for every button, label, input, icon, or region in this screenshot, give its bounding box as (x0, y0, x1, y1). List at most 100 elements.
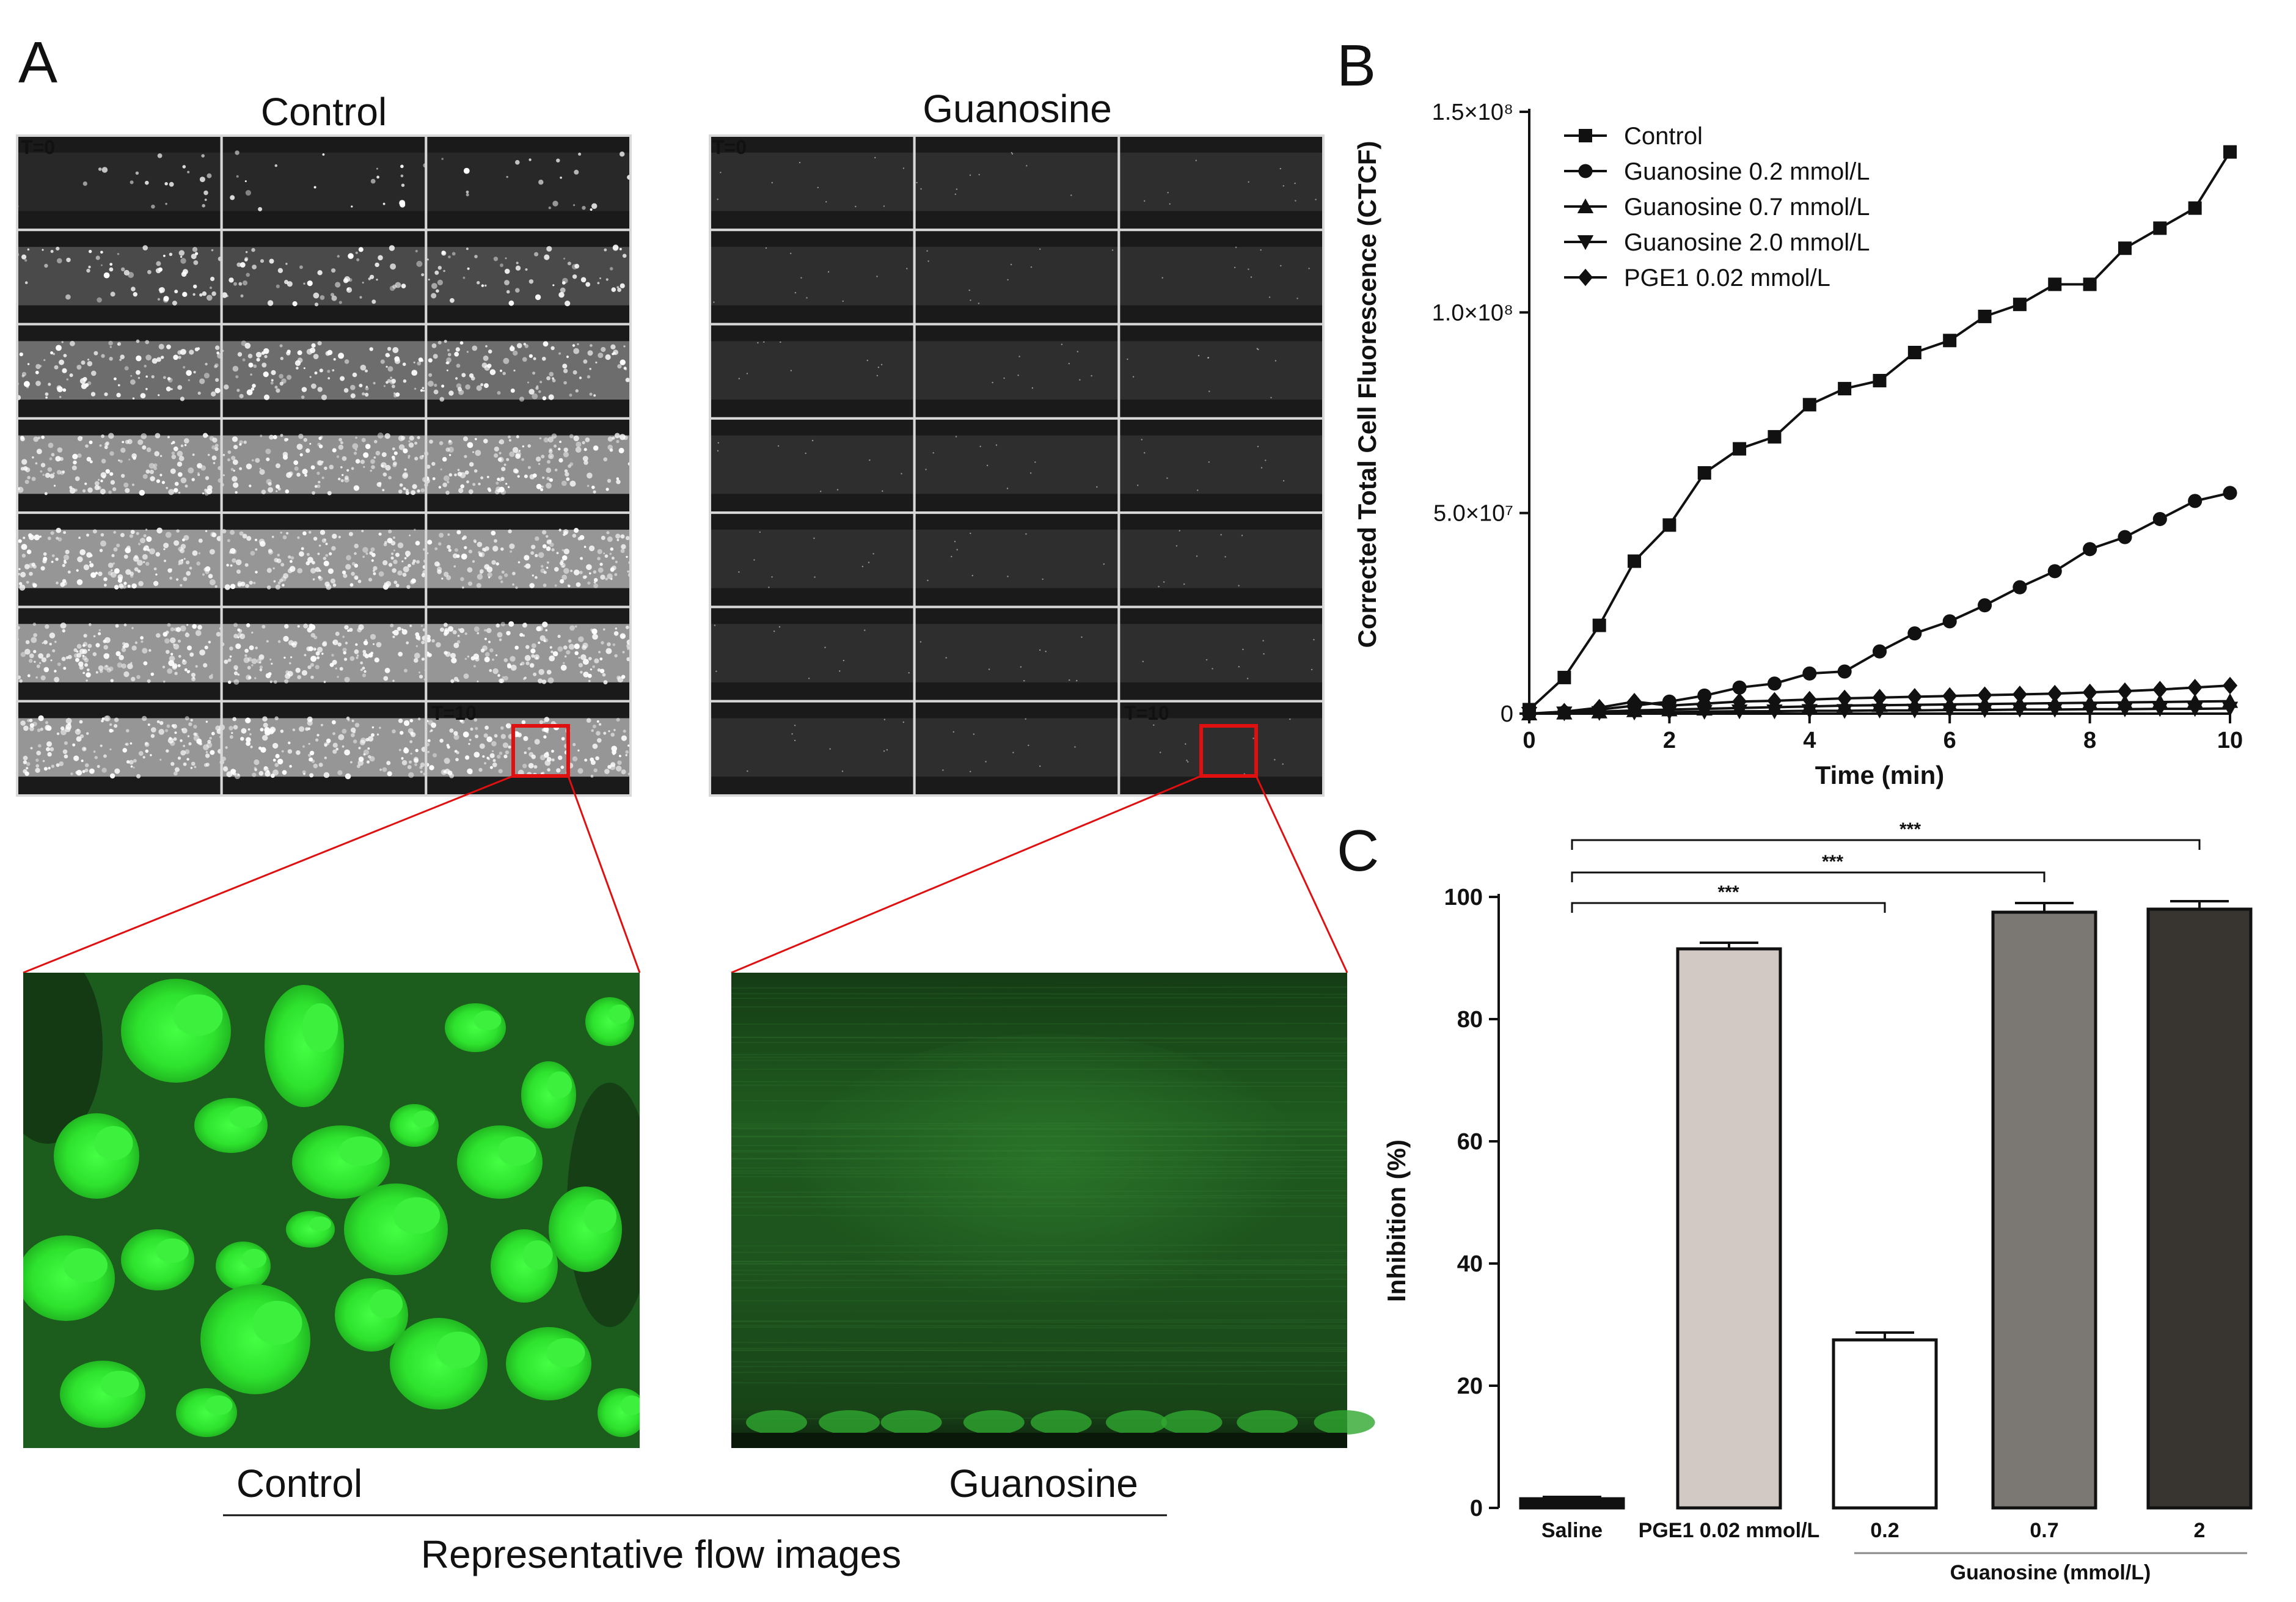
control-t10-label: T=10 (431, 702, 477, 724)
control-platelet-dot (345, 773, 351, 780)
control-platelet-dot (393, 461, 397, 466)
data-point-square (1802, 398, 1816, 412)
control-platelet-dot (302, 770, 306, 774)
control-platelet-dot (178, 250, 185, 256)
control-platelet-dot (172, 724, 177, 729)
control-frame (15, 229, 223, 326)
control-platelet-dot (621, 544, 626, 549)
control-platelet-dot (477, 541, 483, 547)
control-platelet-dot (498, 575, 503, 580)
control-platelet-dot (222, 529, 227, 534)
guanosine-frame-border (1117, 700, 1325, 797)
control-platelet-dot (393, 580, 398, 584)
control-platelet-dot (534, 252, 539, 257)
control-platelet-dot (382, 472, 387, 477)
guanosine-platelet-dot (906, 268, 908, 269)
flow-streak (731, 1272, 1348, 1275)
control-platelet-dot (464, 470, 469, 475)
control-platelet-dot (551, 758, 555, 762)
control-platelet-dot (283, 656, 286, 659)
control-platelet-dot (415, 635, 421, 640)
control-platelet-dot (627, 647, 630, 651)
control-platelet-dot (371, 299, 376, 304)
data-point-triangle-down (1801, 704, 1818, 719)
control-platelet-dot (529, 663, 535, 668)
control-platelet-dot (392, 384, 395, 389)
control-platelet-dot (566, 477, 570, 481)
control-platelet-dot (371, 559, 374, 562)
control-platelet-dot (104, 637, 111, 643)
control-platelet-dot (315, 738, 319, 742)
control-platelet-dot (607, 444, 613, 450)
data-point-square (2188, 201, 2202, 215)
guanosine-platelet-dot (901, 473, 902, 475)
control-platelet-dot (186, 624, 189, 626)
control-platelet-dot (531, 643, 536, 648)
control-platelet-dot (63, 354, 67, 357)
control-platelet-dot (455, 377, 458, 380)
guanosine-platelet-dot (1315, 199, 1317, 200)
control-platelet-dot (202, 492, 205, 495)
guanosine-platelet-dot (1282, 185, 1284, 187)
control-platelet-dot (246, 389, 253, 396)
control-platelet-dot (65, 726, 71, 733)
control-platelet-dot (59, 396, 62, 398)
control-platelet-dot (207, 173, 212, 178)
control-platelet-dot (83, 634, 87, 638)
control-platelet-dot (429, 439, 433, 444)
control-platelet-dot (621, 675, 626, 679)
control-platelet-dot (358, 247, 364, 252)
control-platelet-dot (610, 733, 615, 737)
control-platelet-dot (363, 466, 365, 468)
control-platelet-dot (462, 535, 467, 539)
control-platelet-dot (356, 258, 360, 262)
control-platelet-dot (561, 574, 568, 580)
control-platelet-dot (561, 565, 565, 568)
control-platelet-dot (283, 573, 289, 579)
guanosine-platelet-dot (978, 302, 980, 304)
control-platelet-dot (109, 267, 114, 272)
control-platelet-dot (626, 555, 628, 558)
control-platelet-dot (538, 642, 541, 644)
data-point-diamond (1732, 693, 1747, 711)
flow-streak (731, 1349, 1348, 1351)
control-platelet-dot (238, 282, 243, 286)
control-platelet-dot (536, 626, 541, 632)
control-platelet-dot (230, 467, 234, 471)
control-platelet-dot (488, 349, 492, 354)
control-platelet-dot (251, 658, 257, 664)
control-platelet-dot (584, 758, 588, 762)
control-platelet-dot (313, 354, 319, 359)
control-platelet-dot (36, 664, 40, 668)
guanosine-platelet-dot (1270, 397, 1272, 398)
control-platelet-dot (313, 186, 316, 189)
control-platelet-dot (353, 731, 356, 734)
control-platelet-dot (516, 343, 522, 348)
control-platelet-dot (193, 735, 200, 741)
platelet-aggregate-lobe (156, 1238, 189, 1263)
control-platelet-dot (20, 720, 26, 726)
control-platelet-dot (456, 679, 459, 682)
control-platelet-dot (583, 448, 587, 452)
control-platelet-dot (422, 387, 425, 390)
guanosine-platelet-dot (1252, 737, 1254, 739)
control-platelet-dot (363, 452, 369, 458)
control-platelet-dot (497, 755, 501, 759)
guanosine-platelet-dot (1077, 351, 1079, 353)
control-platelet-dot (214, 585, 218, 588)
control-platelet-dot (33, 649, 37, 654)
control-platelet-dot (367, 747, 370, 750)
control-platelet-dot (100, 264, 103, 266)
guanosine-platelet-dot (814, 576, 816, 578)
significance-label: *** (1822, 852, 1843, 872)
control-platelet-dot (445, 491, 450, 495)
guanosine-frame (1117, 323, 1325, 420)
control-platelet-dot (255, 571, 258, 574)
control-platelet-dot (104, 715, 111, 722)
control-platelet-dot (497, 477, 500, 481)
data-point-square (1662, 518, 1676, 532)
data-point-triangle-down (2152, 702, 2168, 717)
control-platelet-dot (580, 557, 583, 560)
control-platelet-dot (93, 351, 98, 356)
control-platelet-dot (509, 543, 515, 549)
